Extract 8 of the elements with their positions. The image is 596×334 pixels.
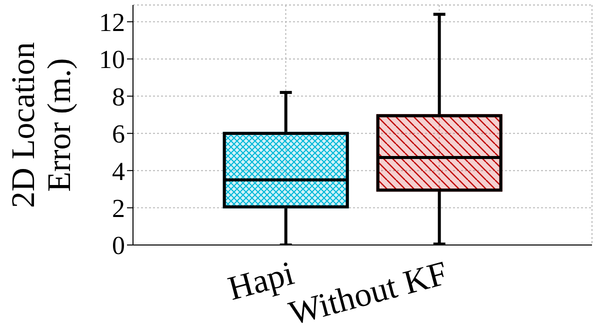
y-tick-label: 0 [112,231,125,260]
y-tick-label: 10 [99,45,125,74]
y-tick-label: 2 [112,194,125,224]
y-tick-label: 12 [99,8,125,37]
y-tick-label: 6 [112,120,125,149]
y-axis-title: 2D Location Error (m.) [6,42,78,208]
y-tick-label: 4 [112,156,125,186]
y-tick-label: 8 [112,82,125,112]
